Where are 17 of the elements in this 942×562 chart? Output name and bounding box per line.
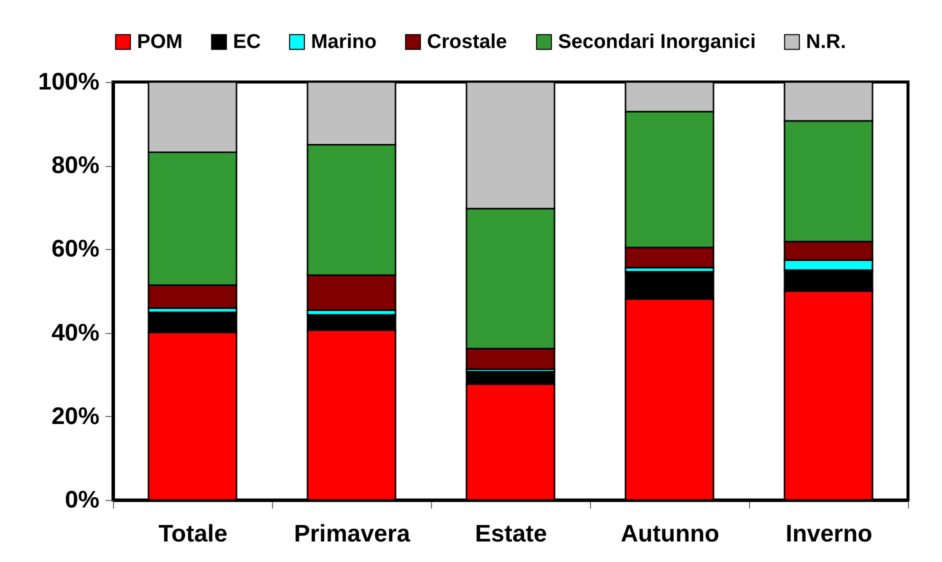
y-tick-label: 20% [51, 402, 100, 430]
legend-label: POM [137, 31, 183, 53]
x-tick-label: Primavera [294, 520, 411, 548]
legend-label: Crostale [427, 31, 508, 53]
y-tick-label: 100% [38, 68, 100, 96]
y-tick-label: 0% [64, 486, 100, 514]
y-tick-label: 40% [51, 319, 100, 346]
legend-label: N.R. [806, 31, 846, 53]
legend-label: EC [233, 31, 261, 53]
x-tick-label: Inverno [786, 520, 872, 548]
x-tick-label: Autunno [620, 520, 720, 548]
legend-label: Marino [311, 31, 377, 53]
x-tick-label: Estate [474, 520, 548, 548]
y-tick-label: 80% [51, 152, 100, 180]
x-tick-label: Totale [158, 520, 228, 548]
legend-label: Secondari Inorganici [558, 31, 756, 53]
y-tick-label: 60% [51, 236, 100, 263]
